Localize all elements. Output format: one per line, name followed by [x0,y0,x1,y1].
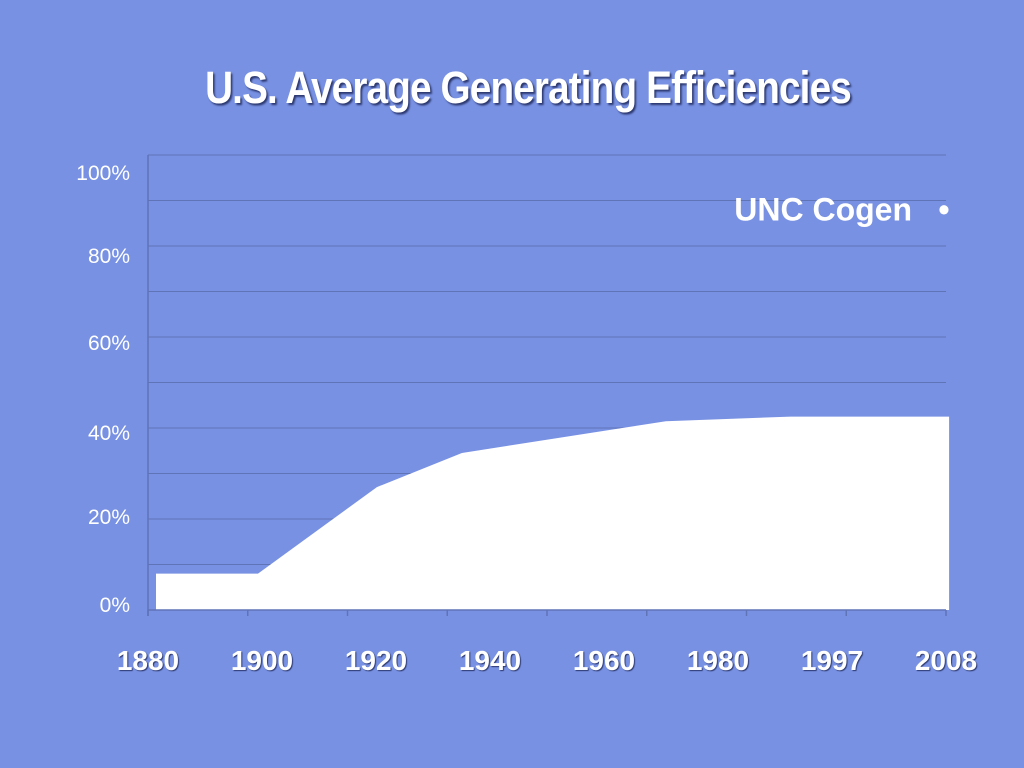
x-tick-label: 1940 [459,645,521,676]
x-tick-label: 1920 [345,645,407,676]
y-tick-label: 80% [88,245,130,268]
annotation-label: UNC Cogen [734,192,912,228]
annotations: UNC Cogen • [734,192,949,228]
y-axis-ticks: 100% 80% 60% 40% 20% 0% [76,162,130,617]
x-tick-label: 1997 [801,645,863,676]
annotation-marker: • [938,192,949,228]
y-tick-label: 60% [88,332,130,355]
x-tick-label: 1880 [117,645,179,676]
area-fill [156,416,950,610]
axes [147,155,947,616]
x-axis-ticks: 1880 1900 1920 1940 1960 1980 1997 2008 [117,645,977,676]
x-tick-label: 2008 [915,645,977,676]
y-tick-label: 100% [76,162,130,185]
chart-title: U.S. Average Generating Efficiencies [205,62,852,113]
x-tick-label: 1900 [231,645,293,676]
x-tick-label: 1960 [573,645,635,676]
y-tick-label: 20% [88,506,130,529]
area-series [156,416,950,610]
y-tick-label: 0% [100,594,130,617]
y-tick-label: 40% [88,422,130,445]
x-tick-label: 1980 [687,645,749,676]
